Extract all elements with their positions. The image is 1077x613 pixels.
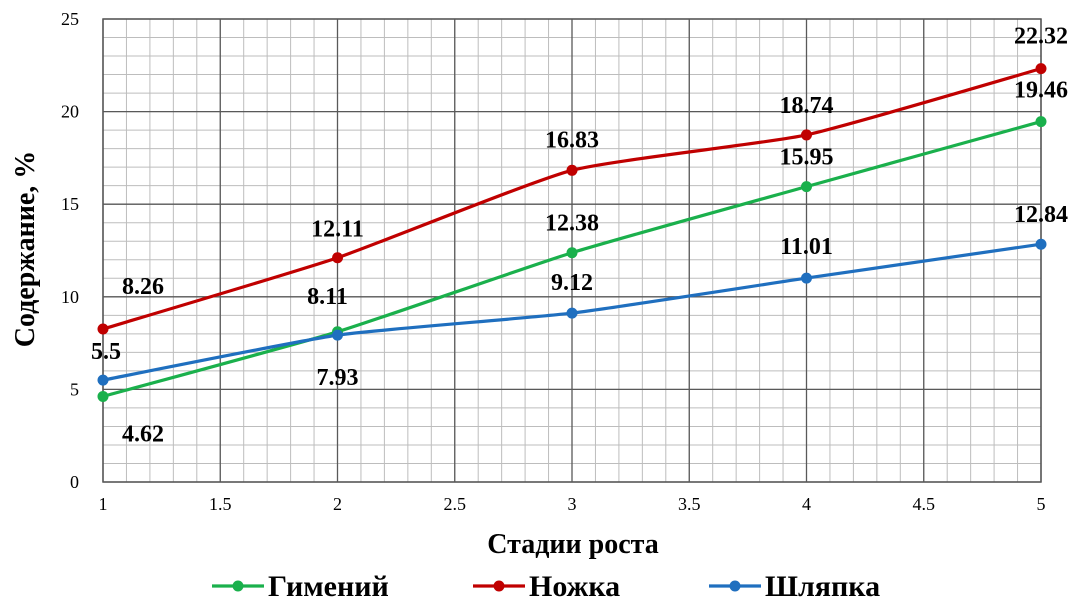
data-label-shlyapka: 7.93 [317,365,359,391]
data-point-gimeniy [1035,116,1047,128]
y-tick-label: 5 [70,379,79,399]
y-tick-label: 15 [61,194,79,214]
y-tick-label: 0 [70,472,79,492]
data-label-nozhka: 22.32 [1014,24,1068,50]
data-point-shlyapka [97,374,109,386]
x-tick-label: 2.5 [444,494,467,514]
major-grid [102,18,1042,483]
data-point-nozhka [801,129,812,141]
data-point-nozhka [332,252,343,264]
x-tick-label: 2 [333,494,342,514]
y-tick-label: 25 [61,9,79,29]
data-label-shlyapka: 9.12 [551,270,593,296]
data-labels: 4.62 8.11 12.38 15.95 19.46 8.26 12.11 16.83 18.… [91,24,1068,448]
series-points [97,63,1047,402]
data-point-nozhka [566,164,578,176]
data-point-nozhka [1035,63,1047,75]
y-axis-title: Содержание, % [10,151,41,348]
data-label-gimeniy: 12.38 [545,211,599,237]
y-tick-label: 10 [61,287,79,307]
plot-border [102,18,1042,483]
data-label-nozhka: 12.11 [311,217,364,243]
legend-marker-shlyapka [729,580,741,592]
x-tick-label: 4.5 [913,494,936,514]
data-label-shlyapka: 5.5 [91,339,121,365]
y-tick-label: 20 [61,102,79,122]
legend-marker-gimeniy [232,580,244,592]
x-tick-label: 1.5 [209,494,232,514]
data-label-gimeniy: 15.95 [780,145,834,171]
legend-marker-nozhka [493,580,505,592]
data-point-nozhka [97,323,109,335]
data-label-nozhka: 16.83 [545,127,599,153]
legend-label-shlyapka: Шляпка [765,570,880,603]
x-tick-labels: 1 1.5 2 2.5 3 3.5 4 4.5 5 [99,494,1046,514]
data-label-nozhka: 18.74 [780,93,834,119]
data-label-shlyapka: 11.01 [780,234,833,260]
legend-label-nozhka: Ножка [529,570,620,603]
data-point-shlyapka [566,307,578,319]
data-label-gimeniy: 4.62 [122,421,164,447]
data-point-shlyapka [801,272,812,284]
data-point-gimeniy [801,181,812,193]
data-label-shlyapka: 12.84 [1014,202,1068,228]
x-tick-label: 5 [1037,494,1046,514]
data-label-gimeniy: 19.46 [1014,78,1068,104]
y-tick-labels: 0 5 10 15 20 25 [61,9,79,492]
data-point-shlyapka [332,329,343,341]
data-point-shlyapka [1035,238,1047,250]
x-tick-label: 4 [802,494,811,514]
data-label-gimeniy: 8.11 [307,284,348,310]
x-axis-title: Стадии роста [487,529,658,560]
data-point-gimeniy [97,390,109,402]
legend: Гимений Ножка Шляпка [212,570,880,603]
data-point-gimeniy [566,247,578,259]
data-label-nozhka: 8.26 [122,274,164,300]
x-tick-label: 3 [568,494,577,514]
x-tick-label: 1 [99,494,108,514]
legend-label-gimeniy: Гимений [268,570,389,603]
x-tick-label: 3.5 [678,494,701,514]
